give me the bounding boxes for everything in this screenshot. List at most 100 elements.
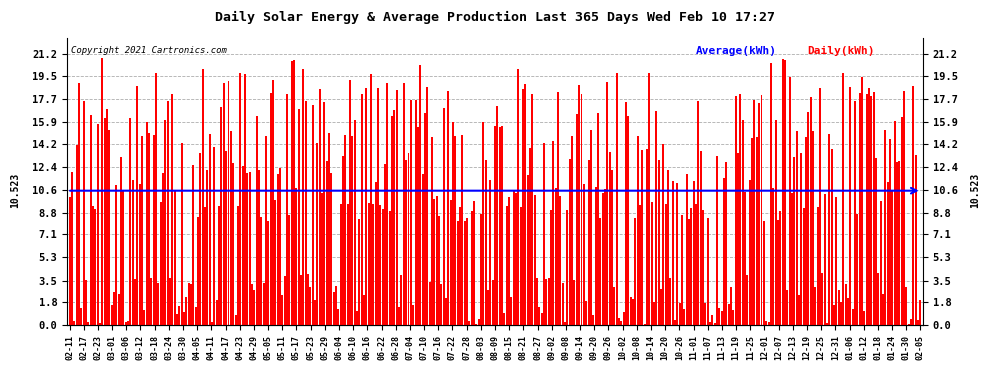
Bar (662, 144, 664, 325)
Bar (742, 120, 743, 325)
Bar (714, 323, 716, 325)
Bar (616, 73, 618, 325)
Bar (891, 190, 893, 325)
Bar (360, 94, 362, 325)
Bar (447, 91, 449, 325)
Bar (716, 156, 718, 325)
Bar (326, 161, 328, 325)
Bar (693, 182, 695, 325)
Bar (305, 101, 307, 325)
Bar (645, 148, 647, 325)
Bar (917, 320, 919, 325)
Bar (235, 315, 237, 325)
Bar (181, 143, 183, 325)
Bar (80, 308, 82, 325)
Bar (92, 206, 94, 325)
Bar (443, 108, 445, 325)
Bar (561, 283, 563, 325)
Bar (459, 207, 461, 325)
Bar (595, 187, 597, 325)
Bar (328, 134, 330, 325)
Bar (250, 284, 252, 325)
Bar (221, 107, 223, 325)
Bar (283, 276, 285, 325)
Bar (695, 204, 697, 325)
Bar (401, 274, 403, 325)
Bar (71, 172, 73, 325)
Bar (97, 124, 99, 325)
Bar (382, 209, 384, 325)
Bar (755, 137, 757, 325)
Bar (118, 294, 120, 325)
Bar (819, 88, 821, 325)
Bar (920, 300, 922, 325)
Bar (518, 69, 520, 325)
Bar (338, 309, 340, 325)
Bar (884, 130, 886, 325)
Bar (496, 106, 498, 325)
Bar (833, 306, 835, 325)
Bar (412, 305, 414, 325)
Bar (419, 65, 421, 325)
Bar (674, 320, 676, 325)
Bar (870, 96, 872, 325)
Bar (244, 74, 246, 325)
Bar (712, 315, 714, 325)
Bar (422, 174, 424, 325)
Bar (293, 60, 295, 325)
Bar (134, 279, 136, 325)
Bar (169, 278, 171, 325)
Bar (726, 162, 728, 325)
Bar (456, 221, 458, 325)
Bar (248, 172, 250, 325)
Bar (709, 322, 711, 325)
Bar (482, 122, 484, 325)
Bar (247, 172, 248, 325)
Bar (499, 128, 501, 325)
Bar (650, 202, 652, 325)
Bar (679, 303, 681, 325)
Bar (141, 136, 143, 325)
Bar (132, 180, 134, 325)
Bar (550, 210, 552, 325)
Bar (868, 87, 870, 325)
Bar (831, 149, 833, 325)
Bar (272, 80, 274, 325)
Bar (144, 310, 146, 325)
Text: Daily Solar Energy & Average Production Last 365 Days Wed Feb 10 17:27: Daily Solar Energy & Average Production … (215, 11, 775, 24)
Bar (396, 90, 398, 325)
Bar (197, 217, 199, 325)
Bar (68, 196, 70, 325)
Bar (753, 100, 755, 325)
Bar (826, 322, 828, 325)
Bar (89, 115, 91, 325)
Bar (522, 89, 524, 325)
Bar (583, 184, 585, 325)
Bar (309, 287, 311, 325)
Bar (707, 218, 709, 325)
Bar (844, 284, 846, 325)
Bar (849, 87, 851, 325)
Bar (225, 152, 227, 325)
Bar (78, 83, 80, 325)
Bar (166, 101, 168, 325)
Bar (281, 294, 283, 325)
Bar (894, 122, 896, 325)
Bar (113, 292, 115, 325)
Bar (597, 114, 599, 325)
Bar (463, 221, 465, 325)
Bar (431, 136, 433, 325)
Bar (195, 307, 197, 325)
Bar (829, 134, 831, 325)
Bar (223, 83, 225, 325)
Bar (604, 189, 606, 325)
Bar (108, 130, 110, 325)
Bar (552, 141, 554, 325)
Bar (501, 126, 503, 325)
Bar (697, 101, 699, 325)
Bar (389, 211, 391, 325)
Bar (188, 283, 190, 325)
Bar (807, 112, 809, 325)
Bar (492, 280, 494, 325)
Bar (73, 321, 75, 325)
